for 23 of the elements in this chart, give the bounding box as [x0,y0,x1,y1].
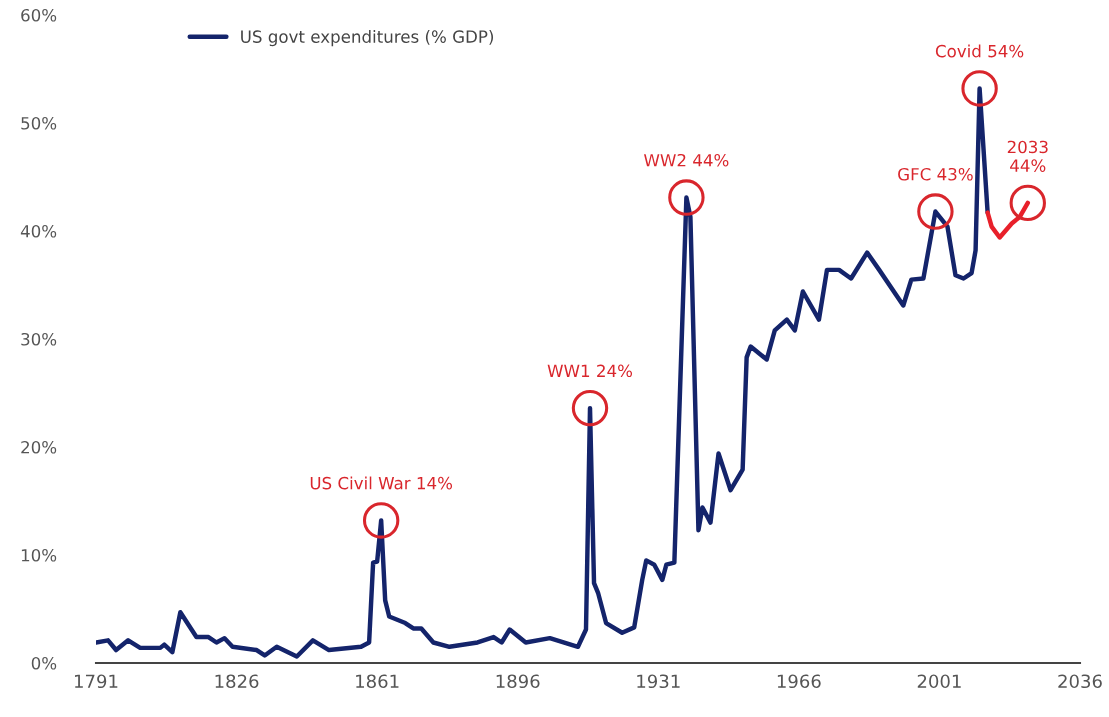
y-tick-label: 0% [31,656,57,670]
point [1009,184,1046,222]
annotation: Covid 54% [935,44,1024,58]
x-tick-label: 1861 [356,674,399,689]
annotation: GFC 43% [898,167,973,181]
annotation: 2033 44% [1007,140,1048,172]
y-tick-label: 30% [21,332,57,346]
y-tick-label: 10% [21,548,57,562]
y-tick-label: 50% [21,116,57,130]
x-tick-label: 2001 [917,674,961,689]
x-tick-label: 2036 [1058,674,1102,689]
legend-label: US govt expenditures (% GDP) [241,30,494,47]
x-tick-label: 1826 [215,674,259,689]
annotation: WW1 24% [547,364,633,378]
y-tick-label: 20% [21,440,57,454]
x-tick-label: 1966 [777,674,821,689]
annotation: US Civil War 14% [310,476,453,490]
y-tick-label: 40% [20,224,57,238]
x-tick-label: 1791 [75,674,118,689]
x-tick-label: 1896 [496,674,540,689]
y-tick-label: 60% [21,8,57,22]
x-tick-label: 1931 [637,674,680,689]
annotation: WW2 44% [644,153,729,167]
